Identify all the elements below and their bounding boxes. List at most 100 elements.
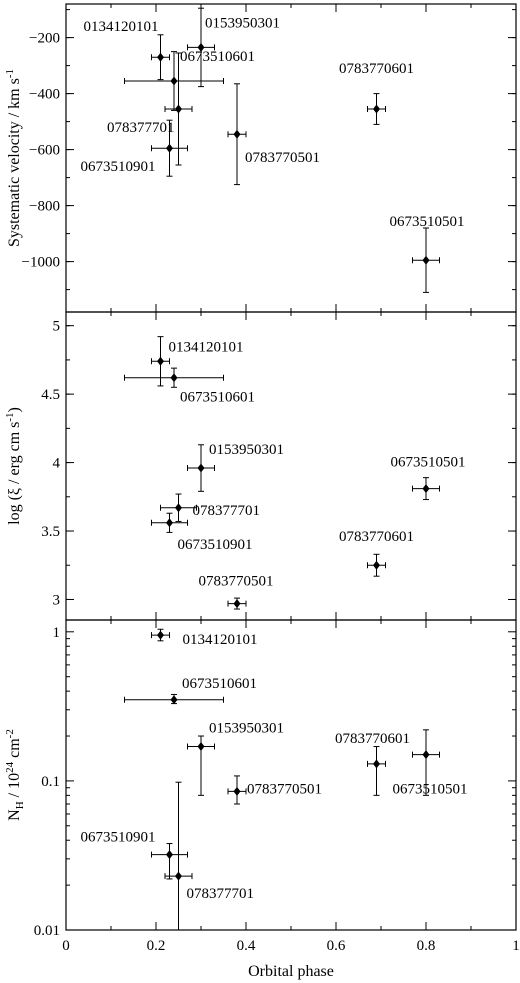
y-tick-label: −800 — [29, 199, 60, 215]
point-label: 0673510901 — [81, 830, 156, 846]
data-point-0134120101: 0134120101 — [151, 628, 258, 648]
panel-2: 3 3.5 4 4.5 5 log (ξ / erg cm s-1) 0134120101 0… — [4, 311, 517, 621]
y-axis-label: NH / 1024 cm-2 — [4, 729, 26, 821]
y-tick-label: −200 — [29, 31, 60, 47]
point-label: 0673510901 — [178, 537, 253, 553]
point-marker — [197, 42, 205, 52]
y-axis-label-mid: / 10 — [6, 773, 23, 801]
data-point-0783770501: 0783770501 — [199, 574, 274, 610]
x-tick-label: 0 — [62, 938, 70, 954]
data-point-0673510601: 0673510601 — [124, 676, 257, 705]
point-marker — [422, 484, 430, 494]
y-axis-label-end: cm — [6, 738, 23, 762]
data-point-078377701: 078377701 — [160, 493, 261, 522]
point-marker — [373, 104, 380, 114]
y-axis-label-text: log (ξ / erg cm s — [6, 422, 23, 525]
point-marker — [233, 129, 241, 139]
data-point-078377701: 078377701 — [107, 52, 193, 166]
data-point-0783770601: 0783770601 — [339, 61, 414, 125]
y-axis-label-sup2: -2 — [4, 729, 16, 738]
point-marker — [422, 255, 430, 265]
point-label: 0673510501 — [393, 782, 468, 798]
x-axis-label: Orbital phase — [248, 963, 334, 980]
x-tick-label: 0.6 — [327, 938, 346, 954]
point-label: 0153950301 — [205, 15, 280, 31]
data-point-0673510501: 0673510501 — [391, 455, 466, 501]
point-marker — [175, 104, 182, 114]
data-point-0783770501: 0783770501 — [227, 775, 322, 805]
y-tick-label: 3.5 — [41, 524, 60, 540]
point-marker — [166, 850, 173, 860]
point-marker — [166, 518, 173, 528]
panel-frame — [65, 619, 517, 931]
point-marker — [170, 373, 178, 383]
y-tick-label: 5 — [53, 319, 61, 335]
point-label: 0153950301 — [209, 721, 284, 737]
y-axis-label-sub: H — [14, 801, 26, 809]
y-tick-label: 0.01 — [34, 923, 60, 939]
x-tick-label: 0.8 — [417, 938, 436, 954]
point-label: 0783770601 — [339, 61, 414, 77]
y-axis-label-text: Systematic velocity / km s — [6, 78, 23, 247]
data-point-0153950301: 0153950301 — [187, 7, 280, 88]
x-tick-label: 1 — [512, 938, 520, 954]
y-tick-label: −400 — [29, 87, 60, 103]
point-marker — [422, 750, 430, 760]
point-label: 0673510601 — [182, 676, 257, 692]
point-label: 0783770501 — [199, 574, 274, 590]
point-marker — [157, 52, 164, 62]
y-axis-label-end: ) — [6, 407, 23, 412]
data-point-078377701: 078377701 — [164, 781, 255, 930]
point-label: 0783770501 — [245, 150, 320, 166]
data-point-0783770601: 0783770601 — [335, 731, 410, 796]
panel-1: −1000 −800 −600 −400 −200 Systematic velocity… — [4, 3, 517, 313]
y-axis-label: log (ξ / erg cm s-1) — [4, 407, 23, 525]
y-axis-label-sup: -1 — [4, 412, 16, 421]
point-marker — [175, 503, 182, 513]
point-label: 078377701 — [187, 886, 255, 902]
data-point-0134120101: 0134120101 — [151, 336, 244, 387]
y-tick-label: 4.5 — [41, 387, 60, 403]
y-tick-label: 4 — [53, 456, 61, 472]
point-marker — [157, 356, 164, 366]
point-label: 0783770501 — [247, 781, 322, 797]
point-label: 078377701 — [193, 503, 261, 519]
point-label: 078377701 — [107, 120, 175, 136]
point-marker — [233, 599, 241, 609]
data-point-0673510601: 0673510601 — [124, 367, 255, 406]
y-tick-label: −1000 — [22, 255, 60, 271]
point-marker — [170, 695, 178, 705]
point-label: 0134120101 — [169, 339, 244, 355]
data-point-0673510901: 0673510901 — [81, 830, 188, 880]
data-point-0673510501: 0673510501 — [393, 729, 468, 798]
point-marker — [233, 786, 241, 796]
point-label: 0134120101 — [84, 19, 159, 35]
point-label: 0153950301 — [209, 442, 284, 458]
y-tick-label: −600 — [29, 143, 60, 159]
data-point-0783770501: 0783770501 — [227, 83, 320, 186]
point-marker — [157, 630, 164, 640]
point-label: 0673510601 — [180, 49, 255, 65]
data-point-0673510901: 0673510901 — [151, 512, 253, 553]
y-axis-label: Systematic velocity / km s-1 — [4, 69, 23, 247]
data-point-0153950301: 0153950301 — [187, 721, 284, 796]
point-marker — [373, 560, 380, 570]
point-label: 0673510501 — [390, 214, 465, 230]
data-point-0673510901: 0673510901 — [81, 119, 188, 177]
point-marker — [166, 143, 173, 153]
y-axis-label-sup: -1 — [4, 69, 16, 78]
y-axis-label-sup: 24 — [4, 761, 16, 773]
point-marker — [175, 871, 182, 881]
point-marker — [373, 759, 380, 769]
y-tick-label: 0.1 — [41, 774, 60, 790]
panel-3: 0.01 0.1 1 NH / 1024 cm-2 0134120101 06735106… — [4, 619, 520, 980]
x-tick-label: 0.4 — [237, 938, 256, 954]
data-point-0673510501: 0673510501 — [390, 214, 465, 293]
data-point-0153950301: 0153950301 — [187, 442, 284, 492]
data-point-0783770601: 0783770601 — [339, 529, 414, 577]
y-tick-label: 1 — [53, 625, 61, 641]
point-label: 0673510601 — [180, 390, 255, 406]
point-label: 0783770601 — [335, 731, 410, 747]
x-tick-label: 0.2 — [147, 938, 166, 954]
